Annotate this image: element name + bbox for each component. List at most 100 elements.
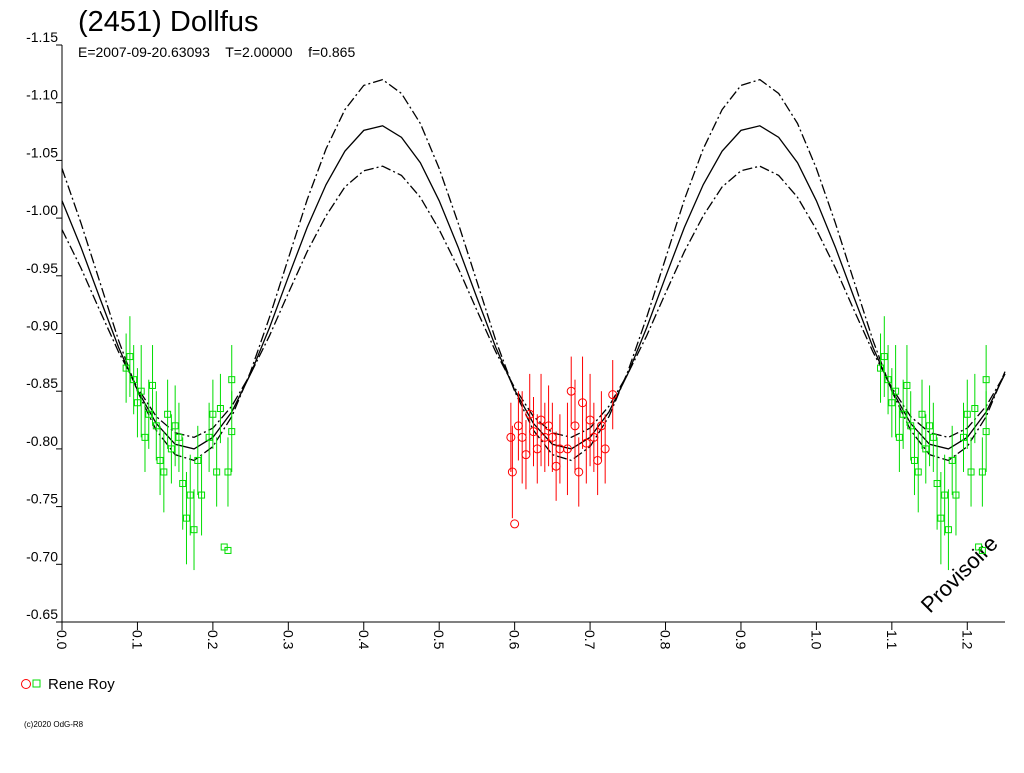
data-point — [933, 480, 941, 488]
data-point — [960, 433, 968, 441]
data-point — [967, 468, 975, 476]
data-point — [948, 456, 956, 464]
copyright: (c)2020 OdG-R8 — [24, 720, 84, 729]
legend-symbol — [32, 679, 41, 688]
y-tick-label: -0.75 — [26, 491, 58, 507]
legend-label: Rene Roy — [48, 676, 115, 693]
data-point — [903, 381, 911, 389]
y-tick-label: -1.00 — [26, 202, 58, 218]
data-point — [877, 364, 885, 372]
data-point — [978, 546, 986, 554]
data-point — [884, 376, 892, 384]
data-point — [216, 405, 224, 413]
x-tick-label: 0.4 — [356, 630, 372, 650]
data-point — [137, 387, 145, 395]
x-tick-label: 0.8 — [658, 630, 674, 650]
data-point — [141, 433, 149, 441]
data-point — [156, 456, 164, 464]
data-point — [171, 422, 179, 430]
data-point — [130, 376, 138, 384]
data-point — [895, 433, 903, 441]
x-tick-label: 0.9 — [733, 630, 749, 650]
data-point — [133, 399, 141, 407]
data-point — [570, 421, 580, 431]
data-point — [926, 422, 934, 430]
data-point — [507, 467, 517, 477]
fit-curve — [61, 165, 1006, 439]
x-tick-label: 0.3 — [280, 630, 296, 650]
x-tick-label: 0.5 — [431, 630, 447, 650]
data-point — [224, 546, 232, 554]
data-point — [213, 468, 221, 476]
data-point — [205, 433, 213, 441]
data-point — [937, 514, 945, 522]
y-tick-label: -1.10 — [26, 87, 58, 103]
data-point — [190, 526, 198, 534]
y-tick-label: -1.15 — [26, 29, 58, 45]
data-point — [175, 433, 183, 441]
data-point — [510, 519, 520, 529]
data-point — [152, 422, 160, 430]
data-point — [982, 376, 990, 384]
y-tick-label: -0.85 — [26, 375, 58, 391]
data-point — [122, 364, 130, 372]
data-point — [179, 480, 187, 488]
x-tick-label: 1.1 — [884, 630, 900, 650]
y-tick-label: -0.65 — [26, 606, 58, 622]
data-point — [149, 381, 157, 389]
data-point — [164, 410, 172, 418]
x-tick-label: 0.2 — [205, 630, 221, 650]
x-tick-label: 1.0 — [808, 630, 824, 650]
data-point — [194, 456, 202, 464]
chart-title: (2451) Dollfus — [78, 6, 259, 38]
y-tick-label: -0.90 — [26, 318, 58, 334]
x-tick-label: 0.6 — [507, 630, 523, 650]
data-point — [198, 491, 206, 499]
x-tick-label: 0.0 — [54, 630, 70, 650]
data-point — [918, 410, 926, 418]
legend-symbol — [21, 679, 31, 689]
x-tick-label: 0.1 — [129, 630, 145, 650]
y-tick-label: -0.95 — [26, 260, 58, 276]
data-point — [922, 445, 930, 453]
data-point — [224, 468, 232, 476]
data-point — [978, 468, 986, 476]
data-point — [944, 526, 952, 534]
data-point — [228, 376, 236, 384]
data-point — [182, 514, 190, 522]
data-point — [608, 390, 618, 400]
data-point — [888, 399, 896, 407]
data-point — [892, 387, 900, 395]
data-point — [971, 405, 979, 413]
data-point — [941, 491, 949, 499]
y-tick-label: -0.70 — [26, 548, 58, 564]
data-point — [562, 444, 572, 454]
data-point — [126, 353, 134, 361]
data-point — [186, 491, 194, 499]
data-point — [907, 422, 915, 430]
data-point — [506, 432, 516, 442]
data-point — [963, 410, 971, 418]
data-point — [899, 410, 907, 418]
data-point — [982, 428, 990, 436]
data-point — [209, 410, 217, 418]
y-tick-label: -0.80 — [26, 433, 58, 449]
data-point — [145, 410, 153, 418]
x-tick-label: 1.2 — [959, 630, 975, 650]
data-point — [880, 353, 888, 361]
data-point — [910, 456, 918, 464]
x-tick-label: 0.7 — [582, 630, 598, 650]
data-point — [574, 467, 584, 477]
data-point — [160, 468, 168, 476]
watermark: Provisoire — [916, 531, 1003, 618]
data-point — [914, 468, 922, 476]
data-point — [600, 444, 610, 454]
data-point — [228, 428, 236, 436]
data-point — [929, 433, 937, 441]
data-point — [167, 445, 175, 453]
chart-subtitle: E=2007-09-20.63093 T=2.00000 f=0.865 — [78, 44, 355, 60]
y-tick-label: -1.05 — [26, 144, 58, 160]
data-point — [952, 491, 960, 499]
